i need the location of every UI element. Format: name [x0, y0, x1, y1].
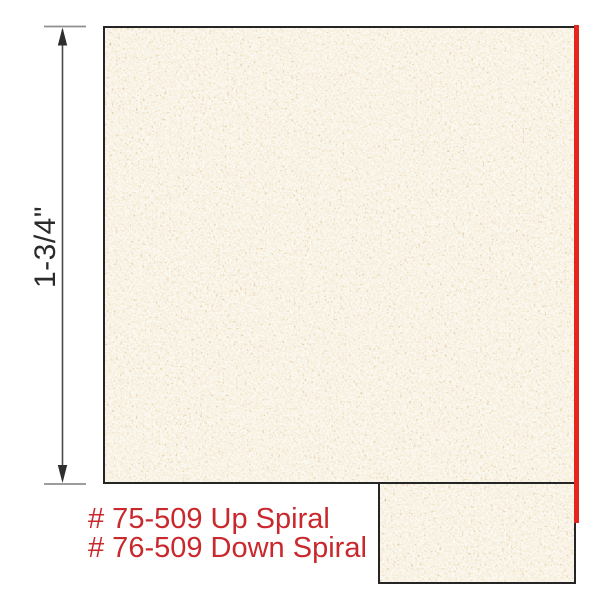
caption-line-up-spiral: # 75-509 Up Spiral [88, 503, 330, 535]
material-block-large [103, 26, 576, 484]
particleboard-texture [105, 28, 574, 482]
material-block-small [378, 482, 576, 584]
cutting-edge-red-line [574, 25, 579, 523]
part-number-caption: # 75-509 Up Spiral # 76-509 Down Spiral [88, 505, 367, 563]
dimension-label: 1-3/4" [29, 205, 62, 289]
particleboard-texture [380, 484, 574, 582]
caption-line-down-spiral: # 76-509 Down Spiral [88, 532, 367, 564]
dimension-arrow-up-icon [57, 27, 68, 46]
dimension-arrow-down-icon [57, 465, 68, 483]
